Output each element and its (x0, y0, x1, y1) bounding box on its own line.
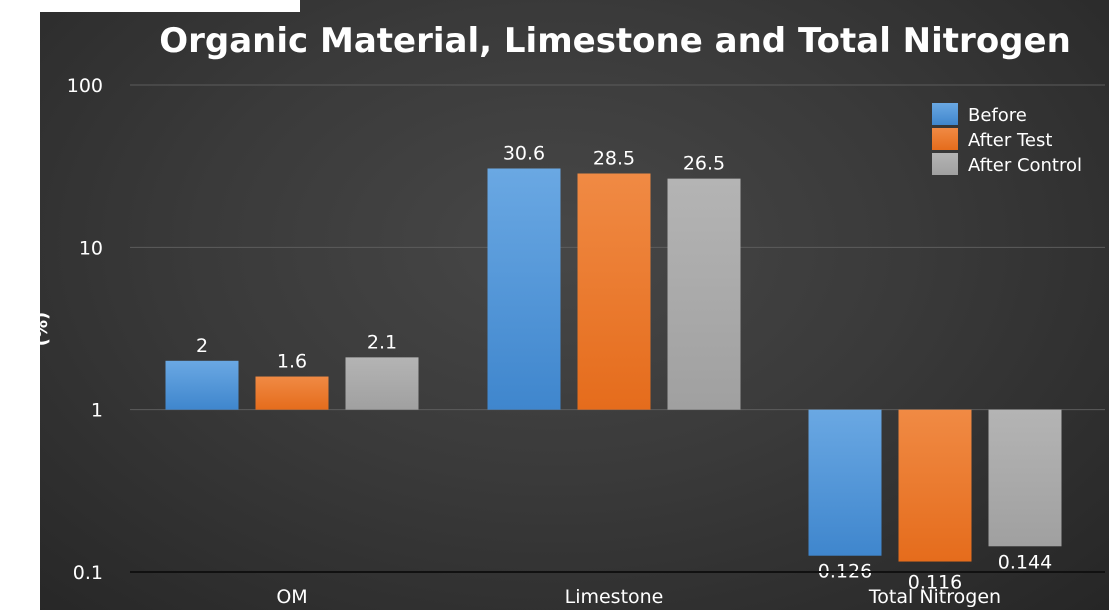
bar (898, 409, 972, 562)
y-tick-label: 0.1 (73, 562, 103, 584)
bar (345, 357, 419, 410)
legend: Before After Test After Control (932, 103, 1082, 176)
x-tick-label: OM (276, 586, 307, 608)
x-tick-label: Limestone (565, 586, 664, 608)
bars (165, 168, 1062, 562)
data-label: 2 (196, 335, 208, 357)
y-tick-label: 100 (67, 75, 103, 97)
legend-swatch (932, 128, 958, 150)
x-tick-label: Total Nitrogen (868, 586, 1001, 608)
bar (487, 168, 561, 410)
legend-swatch (932, 153, 958, 175)
bar (165, 360, 239, 410)
axes: 0.1 1 10 100 OM Limestone Total Nitrogen (67, 75, 1105, 608)
bar (255, 376, 329, 410)
bar (988, 409, 1062, 547)
legend-swatch (932, 103, 958, 125)
data-label: 26.5 (683, 153, 725, 175)
legend-entry: Before (968, 105, 1027, 126)
bar (577, 173, 651, 410)
data-label: 0.116 (908, 572, 962, 594)
spreadsheet-row-strip (0, 0, 40, 610)
data-label: 1.6 (277, 351, 307, 373)
data-label: 28.5 (593, 147, 635, 169)
y-tick-label: 1 (91, 400, 103, 422)
data-label: 2.1 (367, 331, 397, 353)
bar (808, 409, 882, 556)
y-axis-label: (%) (31, 312, 52, 347)
legend-entry: After Control (968, 155, 1082, 176)
bar (667, 178, 741, 410)
data-label: 30.6 (503, 142, 545, 164)
chart-title: Organic Material, Limestone and Total Ni… (159, 21, 1071, 61)
legend-entry: After Test (968, 130, 1052, 151)
y-tick-label: 10 (79, 237, 103, 259)
spreadsheet-header-strip (0, 0, 300, 12)
data-label: 0.144 (998, 551, 1052, 573)
